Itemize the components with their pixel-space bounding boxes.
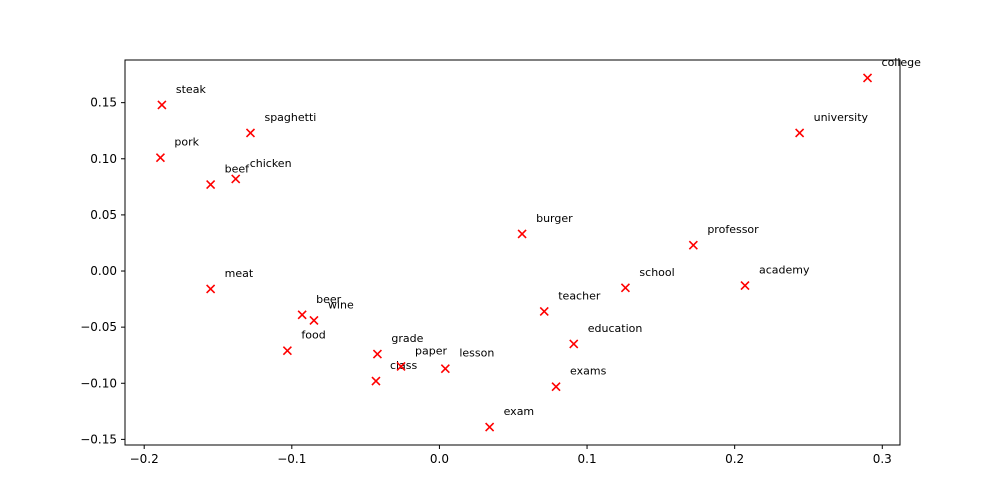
y-tick-label: 0.15 bbox=[90, 96, 117, 110]
x-marker bbox=[282, 346, 292, 356]
x-marker bbox=[551, 382, 561, 392]
point-beef: beef bbox=[206, 163, 251, 190]
point-wine: wine bbox=[309, 298, 354, 325]
point-label: steak bbox=[176, 83, 207, 96]
point-label: exam bbox=[504, 405, 535, 418]
point-label: grade bbox=[391, 332, 423, 345]
point-label: beef bbox=[225, 163, 251, 176]
point-label: university bbox=[814, 111, 869, 124]
point-university: university bbox=[795, 111, 869, 138]
x-tick-label: 0.0 bbox=[430, 452, 449, 466]
x-axis-ticks: −0.2 −0.1 0.0 0.1 0.2 0.3 bbox=[130, 445, 892, 466]
x-marker bbox=[396, 361, 406, 371]
point-exam: exam bbox=[485, 405, 535, 432]
point-teacher: teacher bbox=[539, 289, 601, 316]
x-tick-label: −0.2 bbox=[130, 452, 159, 466]
point-college: college bbox=[862, 56, 922, 83]
y-tick-label: −0.05 bbox=[80, 320, 117, 334]
x-marker bbox=[245, 128, 256, 138]
point-chicken: chicken bbox=[231, 157, 292, 184]
point-lesson: lesson bbox=[440, 347, 494, 374]
point-steak: steak bbox=[157, 83, 207, 110]
point-pork: pork bbox=[155, 136, 200, 163]
point-class: class bbox=[371, 359, 418, 386]
point-label: pork bbox=[174, 136, 199, 149]
point-burger: burger bbox=[517, 212, 573, 239]
point-label: chicken bbox=[250, 157, 292, 170]
point-label: class bbox=[390, 359, 418, 372]
point-school: school bbox=[620, 266, 675, 293]
point-label: food bbox=[301, 329, 325, 342]
point-label: burger bbox=[536, 212, 573, 225]
point-label: education bbox=[588, 322, 643, 335]
x-marker bbox=[157, 100, 167, 110]
x-marker bbox=[795, 128, 805, 138]
y-tick-label: 0.00 bbox=[90, 264, 117, 278]
x-marker bbox=[620, 283, 630, 293]
x-marker bbox=[688, 240, 698, 250]
y-tick-label: 0.10 bbox=[90, 152, 117, 166]
x-marker bbox=[297, 310, 307, 320]
x-marker bbox=[206, 284, 216, 294]
x-marker bbox=[371, 376, 381, 386]
y-axis-ticks: −0.15 −0.10 −0.05 0.00 0.05 0.10 0.15 bbox=[80, 96, 125, 446]
point-label: professor bbox=[707, 223, 759, 236]
point-label: wine bbox=[328, 298, 354, 311]
x-marker bbox=[372, 349, 382, 359]
point-label: school bbox=[639, 266, 674, 279]
point-education: education bbox=[569, 322, 643, 349]
point-label: beer bbox=[316, 293, 342, 306]
point-label: exams bbox=[570, 365, 607, 378]
x-marker bbox=[155, 153, 165, 163]
point-paper: paper bbox=[396, 344, 448, 371]
x-tick-label: 0.1 bbox=[578, 452, 597, 466]
point-spaghetti: spaghetti bbox=[245, 111, 316, 138]
x-marker bbox=[206, 180, 216, 190]
x-tick-label: 0.3 bbox=[873, 452, 892, 466]
x-tick-label: 0.2 bbox=[725, 452, 744, 466]
y-tick-label: −0.15 bbox=[80, 432, 117, 446]
point-label: teacher bbox=[558, 289, 601, 302]
data-points: steak spaghetti pork beef chicken meat beerwin… bbox=[155, 56, 922, 432]
x-marker bbox=[517, 229, 527, 239]
point-academy: academy bbox=[740, 264, 810, 291]
point-label: meat bbox=[225, 267, 254, 280]
x-marker bbox=[740, 281, 750, 291]
y-tick-label: 0.05 bbox=[90, 208, 117, 222]
point-label: lesson bbox=[459, 347, 494, 360]
point-label: spaghetti bbox=[264, 111, 316, 124]
point-exams: exams bbox=[551, 365, 607, 392]
y-tick-label: −0.10 bbox=[80, 376, 117, 390]
point-beer: beer bbox=[297, 293, 342, 320]
x-tick-label: −0.1 bbox=[277, 452, 306, 466]
x-marker bbox=[485, 422, 495, 432]
plot-frame bbox=[124, 59, 901, 446]
x-marker bbox=[569, 339, 579, 349]
x-marker bbox=[539, 306, 549, 316]
point-label: paper bbox=[415, 344, 447, 357]
x-marker bbox=[862, 73, 873, 83]
point-label: college bbox=[882, 56, 922, 69]
point-grade: grade bbox=[372, 332, 424, 359]
x-marker bbox=[231, 174, 241, 184]
point-label: academy bbox=[759, 264, 810, 277]
point-meat: meat bbox=[206, 267, 254, 294]
x-marker bbox=[309, 315, 319, 325]
point-food: food bbox=[282, 329, 326, 356]
point-professor: professor bbox=[688, 223, 759, 250]
x-marker bbox=[440, 364, 450, 374]
